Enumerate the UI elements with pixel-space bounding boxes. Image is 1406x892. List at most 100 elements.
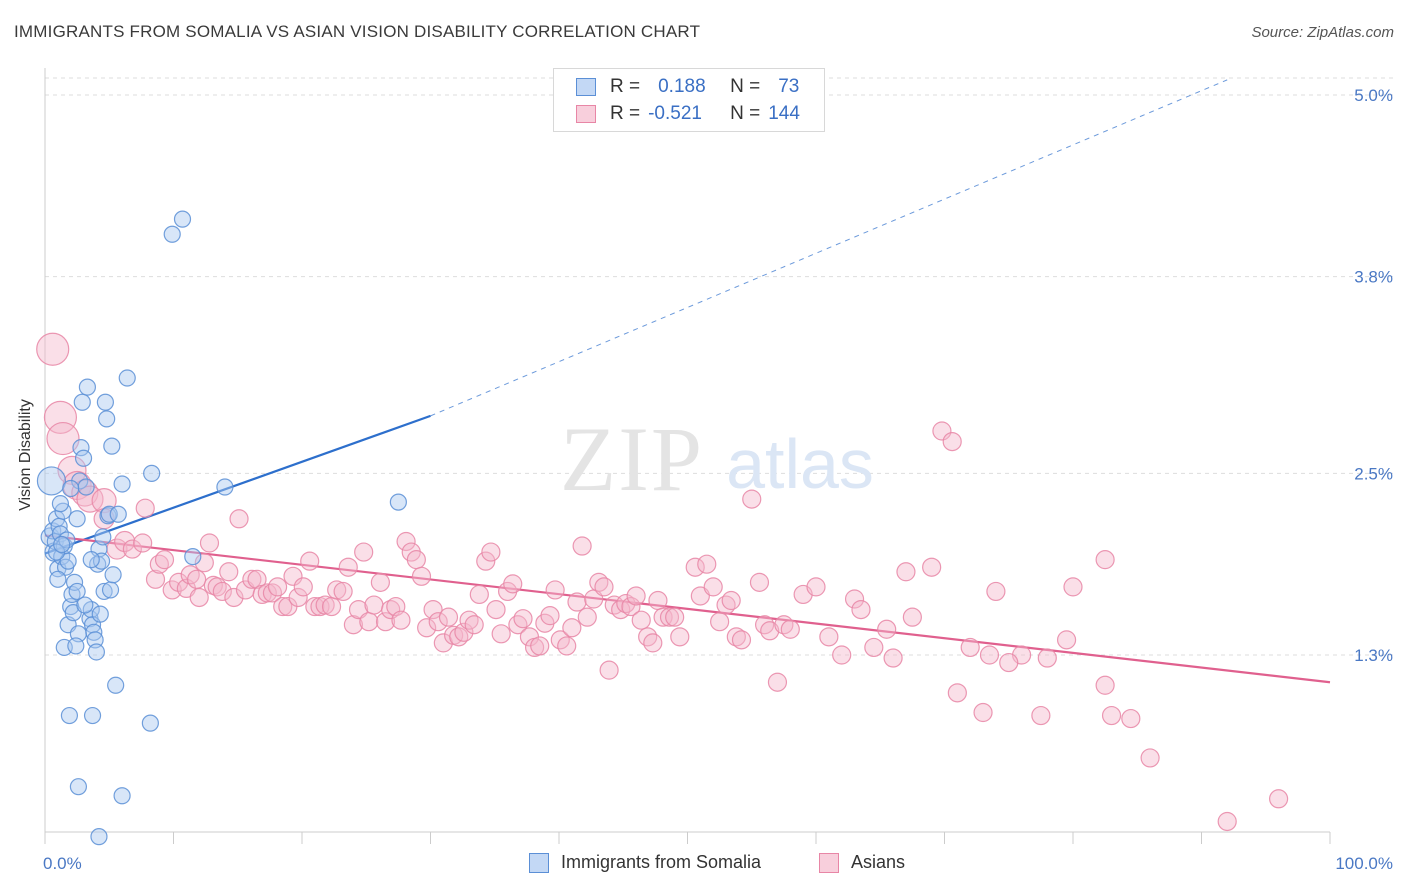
asians-point — [464, 615, 484, 635]
somalia-point — [68, 582, 86, 601]
somalia-point — [90, 828, 108, 846]
asians-point — [626, 586, 646, 606]
asians-point — [877, 619, 897, 639]
legend-r-label: R = — [610, 103, 641, 124]
somalia-point — [53, 535, 71, 554]
somalia-point — [62, 479, 80, 498]
asians-point — [508, 615, 528, 635]
asians-point — [780, 619, 800, 639]
tick-labels: 1.3% 2.5% 3.8% 5.0% 0.0% 100.0% — [43, 86, 1393, 873]
asians-point — [754, 615, 775, 635]
asians-point — [942, 431, 962, 452]
asians-point — [257, 583, 277, 603]
asians-point — [288, 587, 308, 608]
asians-point — [370, 572, 390, 592]
somalia-point — [118, 369, 136, 387]
somalia-point — [76, 596, 94, 614]
asians-point — [315, 595, 335, 615]
asians-point — [333, 581, 353, 602]
asians-point — [293, 577, 313, 597]
legend-r-value: 0.188 — [658, 76, 706, 97]
asians-point — [247, 569, 267, 589]
data-points — [36, 210, 1289, 846]
somalia-point — [113, 475, 131, 493]
x-tick-label: 100.0% — [1335, 854, 1393, 873]
asians-point — [545, 580, 565, 600]
bottom-swatch-asians — [819, 852, 839, 873]
asians-point — [1031, 705, 1051, 726]
somalia-point — [173, 210, 192, 228]
asians-point — [567, 592, 587, 612]
somalia-point — [60, 706, 79, 725]
somalia-point — [98, 410, 116, 428]
asians-point — [616, 593, 636, 614]
asians-point — [986, 581, 1006, 602]
somalia-point — [107, 676, 125, 694]
asians-point — [960, 637, 980, 658]
asians-point — [648, 590, 668, 611]
legend-n-label: N = — [730, 76, 761, 97]
somalia-point — [67, 637, 85, 655]
legend-r-value: -0.521 — [648, 103, 702, 124]
asians-point — [359, 612, 379, 632]
asians-point — [454, 622, 474, 642]
asians-point — [406, 550, 426, 570]
asians-point — [135, 498, 155, 518]
y-tick-label: 2.5% — [1354, 464, 1393, 483]
trend-lines — [44, 79, 1331, 684]
y-tick-label: 5.0% — [1354, 86, 1393, 105]
asians-point — [1056, 630, 1077, 650]
asians-point — [1101, 705, 1122, 726]
asians-point — [621, 596, 641, 617]
asians-point — [726, 627, 746, 647]
y-tick-label: 1.3% — [1354, 646, 1393, 665]
somalia-point — [51, 495, 70, 513]
asians-point — [1063, 577, 1083, 597]
chart-title: IMMIGRANTS FROM SOMALIA VS ASIAN VISION … — [14, 22, 701, 41]
stats-legend: R = 0.188 N = 73 R = -0.521 N = 144 — [553, 68, 825, 132]
asians-point — [154, 550, 175, 570]
somalia-point — [36, 466, 67, 496]
asians-point — [631, 610, 651, 630]
somalia-point — [113, 787, 131, 805]
bottom-swatch-somalia — [529, 852, 549, 873]
asians-point — [381, 599, 401, 620]
asians-point — [819, 627, 839, 647]
asians-point — [832, 645, 852, 665]
asians-point — [1268, 789, 1289, 809]
asians-point — [375, 612, 396, 632]
asians-point — [922, 557, 942, 577]
asians-point — [659, 607, 680, 627]
asians-point — [273, 596, 293, 617]
somalia-point — [143, 464, 161, 482]
legend-swatch-somalia — [576, 78, 596, 96]
bottom-legend-asians: Asians — [819, 852, 905, 873]
asians-point — [189, 587, 209, 608]
somalia-point — [216, 478, 234, 496]
bottom-legend-asians-label: Asians — [851, 852, 906, 872]
asians-point — [224, 587, 244, 608]
somalia-point — [103, 437, 121, 455]
y-tick-label: 3.8% — [1354, 268, 1393, 287]
legend-n-label: N = — [730, 103, 761, 124]
asians-trend-line — [44, 534, 1331, 684]
asians-point — [76, 485, 104, 513]
source-label: Source: ZipAtlas.com — [1251, 24, 1394, 41]
somalia-point — [96, 393, 114, 411]
asians-point — [300, 551, 320, 571]
legend-n-value: 144 — [768, 103, 800, 124]
asians-point — [503, 574, 523, 594]
asians-point — [864, 637, 884, 658]
somalia-point — [389, 493, 407, 511]
watermark: ZIP atlas — [560, 408, 874, 510]
somalia-point — [109, 505, 127, 523]
asians-point — [338, 557, 358, 577]
legend-n-value: 73 — [778, 76, 800, 97]
asians-point — [242, 569, 262, 589]
somalia-point — [100, 505, 118, 523]
asians-point — [343, 615, 363, 635]
asians-point — [219, 562, 239, 582]
somalia-point — [163, 225, 181, 243]
asians-point — [599, 660, 619, 680]
somalia-point — [87, 643, 106, 661]
